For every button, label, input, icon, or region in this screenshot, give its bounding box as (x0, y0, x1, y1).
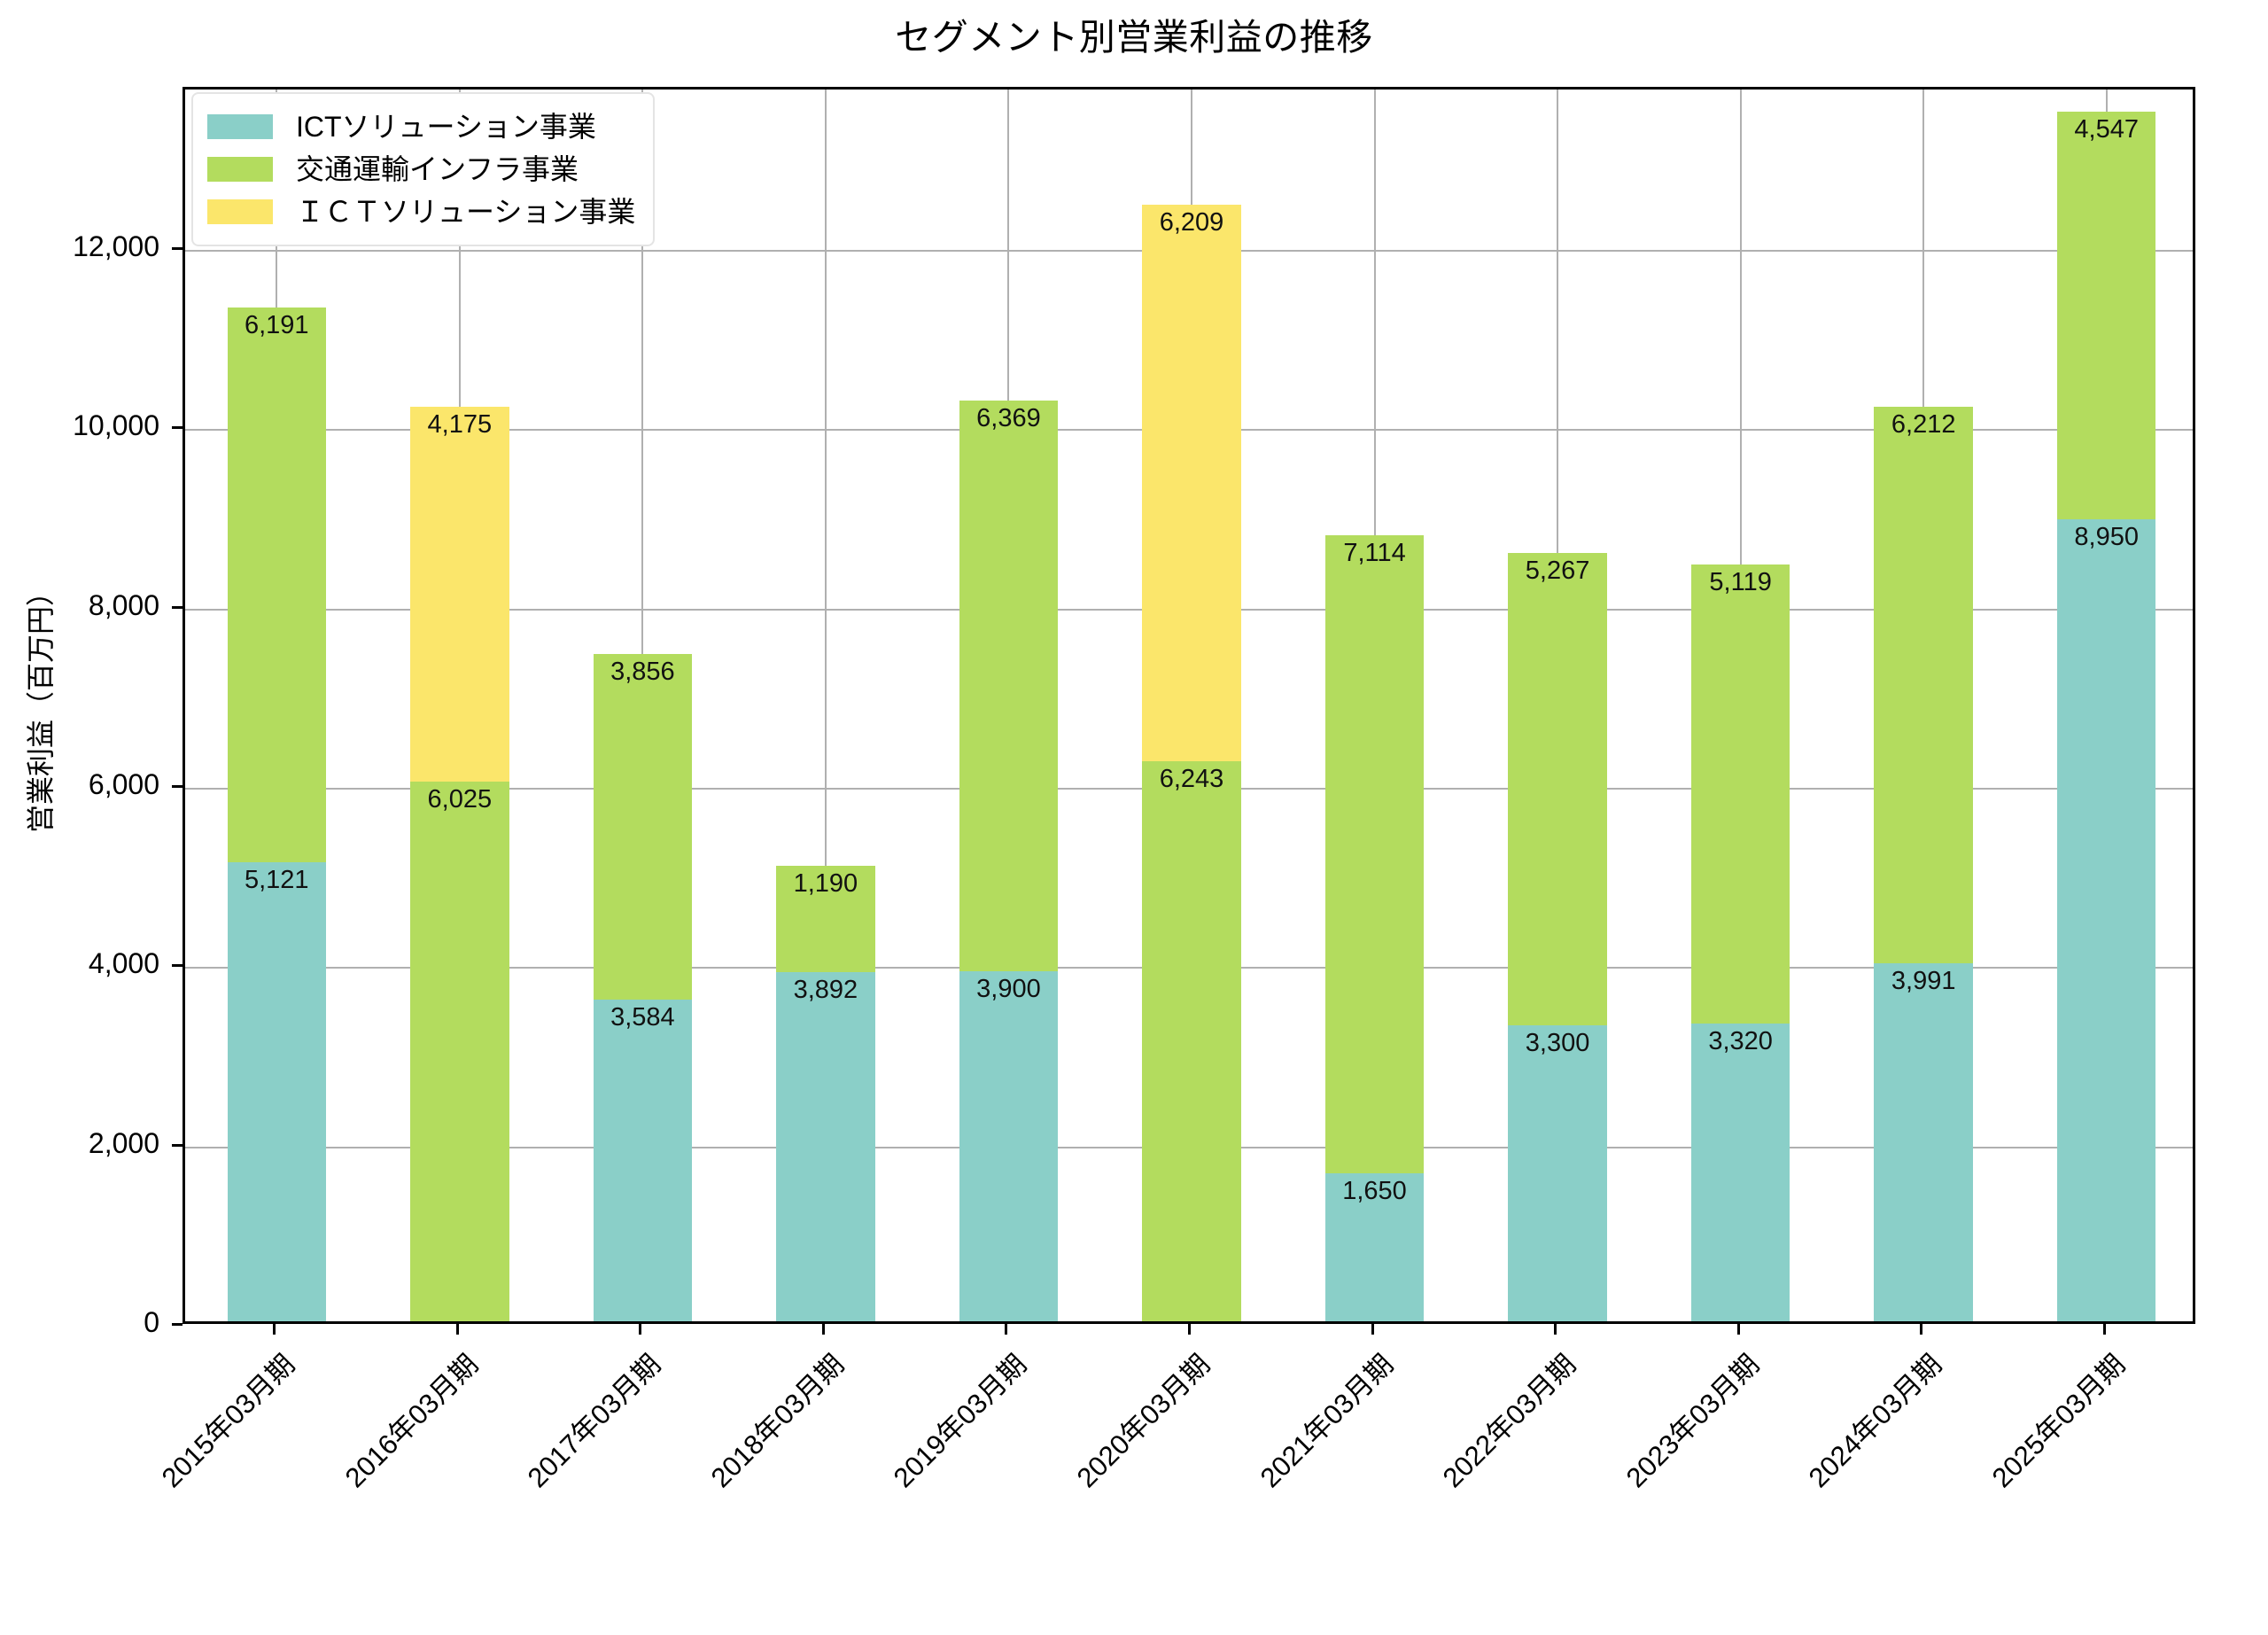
bar-value-label: 3,892 (793, 976, 858, 1005)
bar-group[interactable]: 1,650 7,114 (1324, 90, 1425, 1321)
bar-segment[interactable]: 5,267 (1508, 553, 1607, 1026)
bar-segment[interactable]: 8,950 (2056, 518, 2156, 1321)
bar-value-label: 3,991 (1891, 967, 1956, 996)
bar-segment[interactable]: 3,856 (593, 654, 693, 1000)
plot-area: 5,121 6,191 6,025 4,175 3,584 3,856 3,892 1,190… (183, 87, 2195, 1324)
x-tick-mark (1920, 1324, 1923, 1335)
bar-segment[interactable]: 4,175 (410, 407, 509, 782)
y-tick-label: 12,000 (73, 230, 159, 263)
bar-group[interactable]: 3,320 5,119 (1690, 90, 1790, 1321)
bar-segment[interactable]: 5,121 (227, 861, 327, 1321)
bar-segment[interactable]: 3,991 (1874, 963, 1973, 1321)
bar-value-label: 7,114 (1343, 539, 1406, 568)
chart-legend: ICTソリューション事業 交通運輸インフラ事業 ＩＣＴソリューション事業 (191, 92, 656, 246)
bar-value-label: 8,950 (2074, 522, 2140, 551)
bar-group[interactable]: 3,900 6,369 (959, 90, 1059, 1321)
y-tick-mark (172, 1143, 183, 1147)
y-tick-label: 4,000 (88, 947, 159, 980)
legend-label: ＩＣＴソリューション事業 (296, 196, 636, 228)
legend-label: 交通運輸インフラ事業 (296, 153, 579, 185)
bar-value-label: 6,209 (1159, 208, 1224, 237)
bar-group[interactable]: 6,025 4,175 (410, 90, 509, 1321)
bar-segment[interactable]: 3,584 (593, 1000, 693, 1321)
bar-segment[interactable]: 5,119 (1690, 564, 1790, 1024)
bar-value-label: 6,212 (1891, 409, 1956, 439)
chart-figure: セグメント別営業利益の推移 営業利益（百万円） 5,121 6,191 6,025 4… (25, 17, 2195, 1494)
bar-value-label: 1,190 (793, 868, 858, 898)
bar-segment[interactable]: 1,190 (776, 865, 875, 973)
bar-value-label: 6,191 (244, 310, 309, 339)
bar-value-label: 6,369 (976, 404, 1041, 433)
bar-segment[interactable]: 7,114 (1324, 535, 1425, 1174)
legend-label: ICTソリューション事業 (296, 111, 596, 143)
bar-value-label: 5,121 (244, 865, 309, 894)
bar-segment[interactable]: 6,191 (227, 307, 327, 862)
y-tick-mark (172, 964, 183, 968)
y-tick-label: 10,000 (73, 409, 159, 442)
bar-segment[interactable]: 6,209 (1142, 205, 1241, 762)
bar-segment[interactable]: 6,025 (410, 781, 509, 1321)
bar-segment[interactable]: 3,892 (776, 972, 875, 1321)
legend-color-swatch (207, 114, 273, 139)
y-tick-mark (172, 785, 183, 789)
bar-value-label: 3,900 (976, 975, 1041, 1004)
x-tick-mark (1554, 1324, 1557, 1335)
bar-value-label: 6,243 (1159, 765, 1224, 794)
bar-segment[interactable]: 6,369 (959, 401, 1059, 972)
bar-segment[interactable]: 3,320 (1690, 1024, 1790, 1321)
bar-segment[interactable]: 6,212 (1874, 406, 1973, 964)
legend-item[interactable]: ＩＣＴソリューション事業 (207, 191, 635, 233)
gridline-vertical (824, 90, 827, 1321)
x-tick-mark (1736, 1324, 1740, 1335)
bar-value-label: 5,119 (1709, 568, 1772, 597)
bar-value-label: 3,584 (610, 1003, 675, 1032)
x-tick-mark (1371, 1324, 1374, 1335)
bar-group[interactable]: 3,300 5,267 (1508, 90, 1607, 1321)
x-tick-mark (455, 1324, 459, 1335)
legend-item[interactable]: ICTソリューション事業 (207, 105, 635, 148)
legend-item[interactable]: 交通運輸インフラ事業 (207, 148, 635, 191)
x-tick-mark (273, 1324, 276, 1335)
y-tick-mark (172, 605, 183, 609)
y-tick-mark (172, 247, 183, 251)
bar-group[interactable]: 6,243 6,209 (1142, 90, 1241, 1321)
bar-segment[interactable]: 3,900 (959, 971, 1059, 1321)
bar-segment[interactable]: 6,243 (1142, 761, 1241, 1321)
y-tick-label: 2,000 (88, 1126, 159, 1159)
y-tick-label: 0 (144, 1306, 159, 1338)
bar-value-label: 4,547 (2074, 114, 2140, 144)
x-tick-mark (1188, 1324, 1191, 1335)
bar-value-label: 3,320 (1708, 1027, 1773, 1056)
bar-value-label: 4,175 (427, 410, 493, 440)
bar-segment[interactable]: 3,300 (1508, 1025, 1607, 1321)
y-tick-label: 6,000 (88, 768, 159, 801)
chart-title: セグメント別営業利益の推移 (895, 17, 1373, 58)
y-tick-label: 8,000 (88, 588, 159, 621)
x-tick-mark (2102, 1324, 2106, 1335)
bar-group[interactable]: 3,991 6,212 (1874, 90, 1973, 1321)
x-tick-mark (1005, 1324, 1008, 1335)
y-tick-mark (172, 426, 183, 430)
x-tick-mark (639, 1324, 642, 1335)
bar-value-label: 3,856 (610, 658, 675, 687)
legend-color-swatch (207, 157, 273, 182)
bar-value-label: 5,267 (1525, 557, 1590, 586)
bar-group[interactable]: 5,121 6,191 (227, 90, 327, 1321)
bar-value-label: 3,300 (1525, 1029, 1590, 1058)
bar-value-label: 6,025 (427, 784, 493, 814)
bar-group[interactable]: 3,584 3,856 (593, 90, 693, 1321)
bar-segment[interactable]: 4,547 (2056, 111, 2156, 519)
bar-value-label: 1,650 (1342, 1177, 1407, 1206)
bar-group[interactable]: 3,892 1,190 (776, 90, 875, 1321)
x-tick-mark (821, 1324, 825, 1335)
bar-segment[interactable]: 1,650 (1324, 1173, 1425, 1321)
bar-group[interactable]: 8,950 4,547 (2056, 90, 2156, 1321)
y-tick-mark (172, 1323, 183, 1326)
legend-color-swatch (207, 199, 273, 224)
